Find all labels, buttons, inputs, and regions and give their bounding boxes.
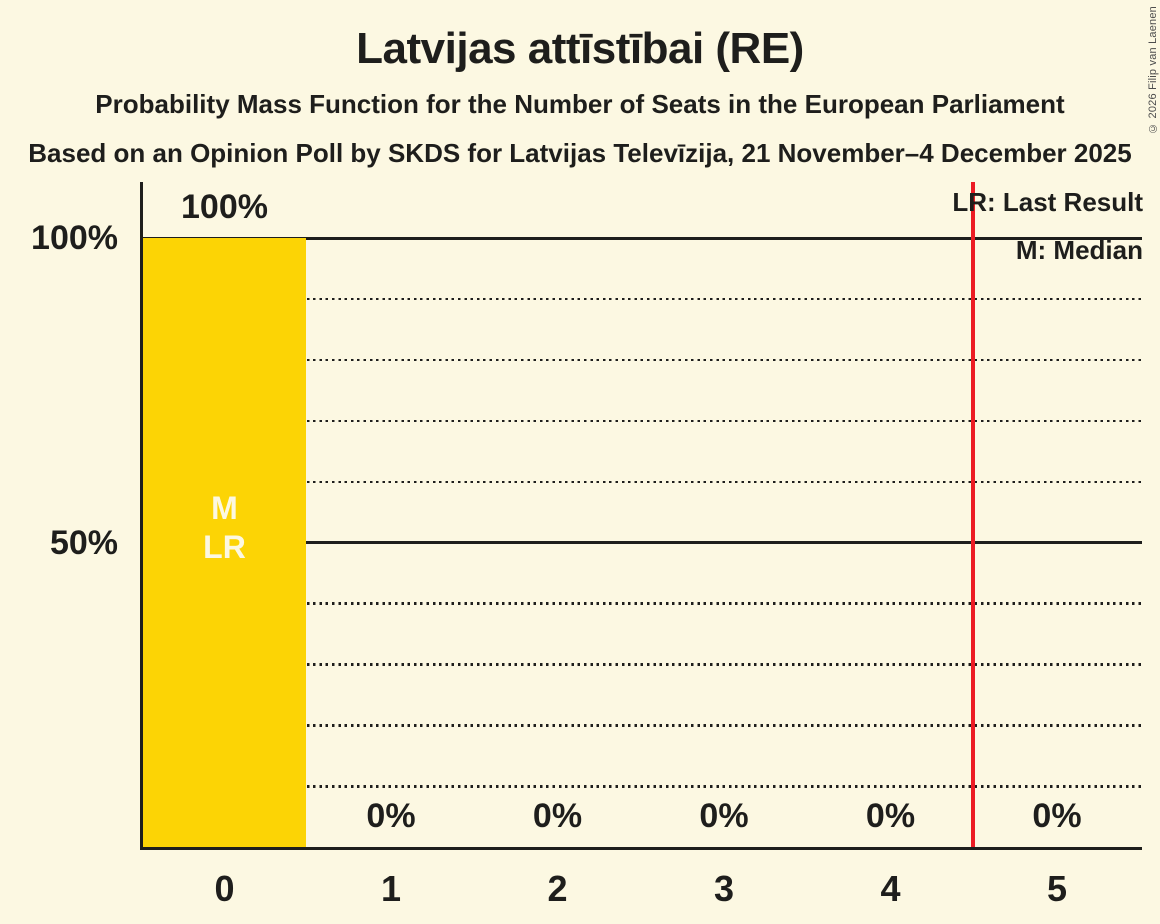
bar-value-label-4: 0% (865, 797, 916, 835)
x-axis-line (140, 847, 1142, 850)
gridline-dotted-40pct (143, 602, 1142, 605)
gridline-dotted-90pct (143, 297, 1142, 301)
gridline-dotted-30pct (143, 663, 1142, 666)
x-tick-label-0: 0 (214, 868, 235, 909)
chart-subtitle: Probability Mass Function for the Number… (95, 89, 1065, 119)
legend-median: M: Median (1015, 235, 1143, 265)
last-result-marker: LR (203, 529, 246, 565)
x-tick-label-3: 3 (713, 868, 735, 909)
chart-title: Latvijas attīstībai (RE) (356, 24, 804, 73)
bar-value-label-1: 0% (366, 797, 416, 835)
last-result-marker-line (971, 182, 975, 847)
gridline-dotted-10pct (143, 785, 1142, 788)
x-tick-label-1: 1 (380, 868, 402, 909)
x-tick-label-2: 2 (547, 868, 568, 909)
x-tick-label-4: 4 (880, 868, 901, 909)
median-marker: M (211, 490, 238, 526)
y-axis-line (140, 182, 143, 850)
bar-value-label-0: 100% (181, 188, 268, 226)
gridline-dotted-20pct (143, 724, 1142, 727)
gridline-dotted-60pct (143, 480, 1142, 484)
bar-median-lastresult-annotation: M LR (143, 489, 306, 567)
bar-value-label-5: 0% (1032, 797, 1082, 835)
gridline-dotted-80pct (143, 358, 1142, 362)
bar-seats-0 (143, 238, 306, 847)
gridline-solid-50pct (143, 541, 1142, 544)
bar-value-label-2: 0% (532, 797, 583, 835)
legend-last-result: LR: Last Result (952, 187, 1143, 217)
gridline-dotted-70pct (143, 419, 1142, 423)
y-tick-label-100pct: 100% (31, 219, 118, 257)
gridline-solid-100pct (143, 236, 1142, 240)
chart-source-line: Based on an Opinion Poll by SKDS for Lat… (28, 138, 1132, 168)
y-tick-label-50pct: 50% (49, 523, 118, 562)
bar-value-label-3: 0% (699, 797, 749, 835)
x-tick-label-5: 5 (1046, 868, 1068, 909)
